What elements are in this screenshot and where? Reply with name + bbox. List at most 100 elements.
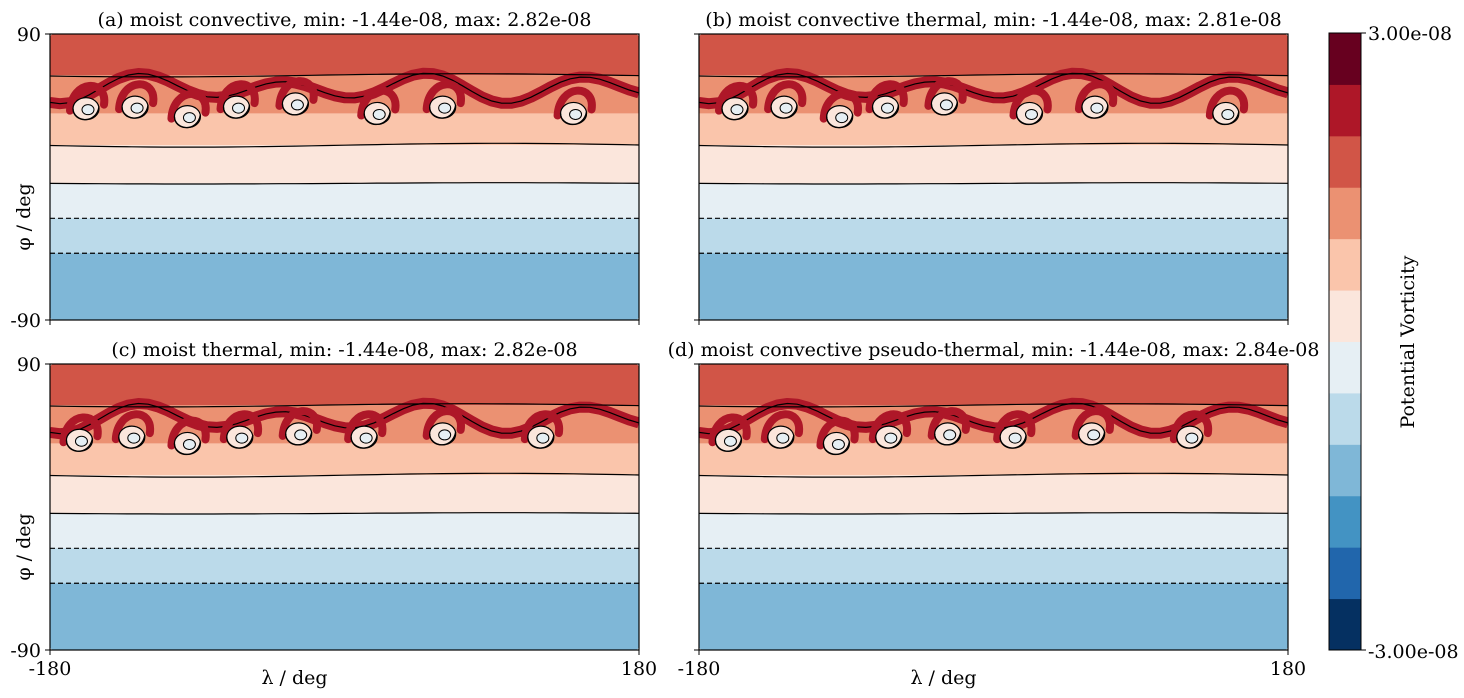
contour-line (699, 142, 1288, 148)
vortex (927, 407, 970, 446)
pv-band (50, 253, 639, 320)
vortex (764, 80, 807, 119)
y-axis-label: φ / deg (13, 513, 35, 580)
jet-contour (699, 72, 1288, 105)
colorbar-max-label: 3.00e-08 (1368, 23, 1452, 45)
vortex (278, 407, 321, 446)
pv-band (699, 443, 1288, 476)
axes-frame (698, 33, 1289, 321)
vortex (714, 81, 758, 121)
vortex (115, 80, 158, 119)
x-tick-label: 180 (621, 658, 657, 680)
panel-title: (c) moist thermal, min: -1.44e-08, max: … (111, 339, 577, 361)
pv-band (699, 548, 1288, 584)
pv-band (50, 364, 639, 406)
vortex (422, 407, 465, 446)
panel-b: (b) moist convective thermal, min: -1.44… (694, 9, 1289, 325)
contour-field (699, 34, 1288, 320)
pv-band (699, 475, 1288, 514)
vortex (111, 410, 154, 449)
contour-field (50, 34, 639, 320)
contour-line (699, 403, 1288, 408)
panel-title: (b) moist convective thermal, min: -1.44… (705, 9, 1281, 31)
vortex (65, 81, 109, 121)
colorbar-band (1329, 444, 1361, 497)
x-tick-label: -180 (678, 658, 721, 680)
pv-band (699, 113, 1288, 146)
pv-band (50, 548, 639, 584)
colorbar-frame (1328, 32, 1362, 651)
contour-line (50, 472, 639, 478)
vortex (422, 80, 465, 119)
vortex (216, 80, 259, 119)
contour-line (699, 472, 1288, 478)
contour-line (50, 182, 639, 185)
pv-band (50, 218, 639, 254)
panel-a: (a) moist convective, min: -1.44e-08, ma… (10, 9, 640, 332)
panel-title: (a) moist convective, min: -1.44e-08, ma… (98, 9, 592, 31)
vortex (1169, 410, 1212, 449)
axes-frame (49, 363, 640, 651)
y-tick-label: 90 (17, 24, 41, 46)
y-tick-label: -90 (10, 640, 41, 662)
y-tick-label: -90 (10, 310, 41, 332)
contour-field (50, 364, 639, 650)
vortex (520, 410, 563, 449)
pv-band (50, 34, 639, 76)
x-axis-label: λ / deg (910, 667, 976, 689)
vortex (1205, 86, 1248, 126)
vortex (275, 77, 318, 116)
colorbar-label: Potential Vorticity (1397, 255, 1419, 428)
jet-contour (50, 402, 639, 435)
colorbar: 3.00e-08 -3.00e-08 Potential Vorticity (1328, 23, 1459, 663)
colorbar-band (1329, 238, 1361, 291)
vortex (993, 410, 1036, 449)
vortex (59, 413, 102, 452)
contour-line (699, 73, 1288, 78)
contour-line (50, 73, 639, 78)
pv-band (699, 145, 1288, 184)
x-tick-label: 180 (1270, 658, 1306, 680)
vortex (1071, 407, 1114, 446)
colorbar-min-label: -3.00e-08 (1368, 641, 1459, 663)
vortex (708, 413, 751, 452)
pv-band (699, 364, 1288, 406)
pv-band (699, 34, 1288, 76)
x-tick-label: -180 (29, 658, 72, 680)
pv-band (699, 513, 1288, 549)
colorbar-band (1329, 33, 1361, 85)
pv-band (50, 583, 639, 650)
vortex (819, 89, 862, 129)
vortex (219, 410, 262, 449)
vortex (865, 80, 908, 119)
contour-line (50, 512, 639, 515)
vortex (553, 86, 596, 126)
pv-band (50, 475, 639, 514)
jet-contour (50, 72, 639, 105)
colorbar-band (1329, 290, 1361, 342)
panel-d: (d) moist convective pseudo-thermal, min… (668, 339, 1320, 689)
contour-line (699, 512, 1288, 515)
vortex (1074, 80, 1118, 119)
vortex (760, 410, 803, 449)
pv-band (50, 113, 639, 146)
vortex (357, 86, 400, 126)
vortex (167, 89, 210, 129)
pv-band (50, 183, 639, 219)
pv-band (699, 183, 1288, 219)
vortex (868, 410, 911, 449)
jet-contour (699, 402, 1288, 435)
panel-title: (d) moist convective pseudo-thermal, min… (668, 339, 1320, 361)
pv-band (699, 218, 1288, 254)
contour-field (699, 364, 1288, 650)
axes-frame (49, 33, 640, 321)
colorbar-band (1329, 341, 1361, 394)
pv-band (699, 583, 1288, 650)
contour-line (50, 403, 639, 408)
y-axis-label: φ / deg (13, 183, 35, 250)
pv-band (699, 253, 1288, 320)
axes-frame (698, 363, 1289, 651)
vortex (924, 77, 967, 116)
pv-band (50, 145, 639, 184)
